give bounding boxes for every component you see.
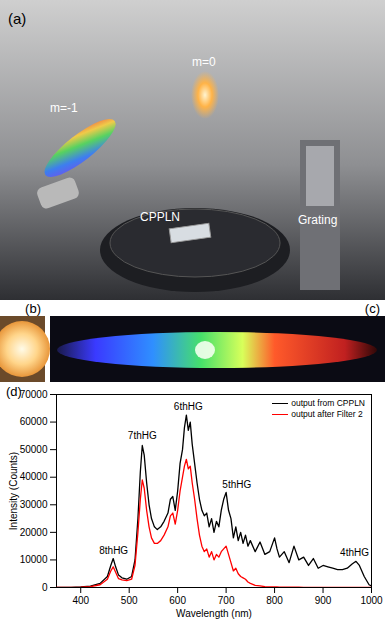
html-text:output from CPPLN: output from CPPLN bbox=[291, 398, 365, 408]
svg-text:Wavelength (nm): Wavelength (nm) bbox=[176, 608, 252, 619]
svg-text:(b): (b) bbox=[25, 301, 41, 316]
svg-text:10000: 10000 bbox=[20, 554, 48, 565]
svg-text:40000: 40000 bbox=[20, 471, 48, 482]
svg-text:60000: 60000 bbox=[20, 416, 48, 427]
svg-text:500: 500 bbox=[121, 595, 138, 606]
svg-text:50000: 50000 bbox=[20, 444, 48, 455]
svg-text:700: 700 bbox=[218, 595, 235, 606]
svg-text:(a): (a) bbox=[8, 10, 26, 27]
svg-text:CPPLN: CPPLN bbox=[140, 210, 180, 224]
svg-text:30000: 30000 bbox=[20, 499, 48, 510]
svg-text:7thHG: 7thHG bbox=[128, 430, 157, 441]
html-text:output after Filter 2: output after Filter 2 bbox=[291, 409, 363, 419]
svg-text:m=-1: m=-1 bbox=[50, 101, 78, 115]
svg-text:6thHG: 6thHG bbox=[174, 401, 203, 412]
svg-text:900: 900 bbox=[315, 595, 332, 606]
svg-text:800: 800 bbox=[266, 595, 283, 606]
svg-text:5thHG: 5thHG bbox=[222, 479, 251, 490]
svg-text:0: 0 bbox=[42, 582, 48, 593]
svg-text:600: 600 bbox=[169, 595, 186, 606]
svg-text:400: 400 bbox=[72, 595, 89, 606]
svg-text:8thHG: 8thHG bbox=[99, 545, 128, 556]
svg-text:20000: 20000 bbox=[20, 527, 48, 538]
html-text:(d): (d) bbox=[6, 384, 22, 399]
svg-text:Grating: Grating bbox=[298, 213, 337, 227]
svg-text:70000: 70000 bbox=[20, 389, 48, 400]
svg-text:m=0: m=0 bbox=[192, 55, 216, 69]
svg-text:4thHG: 4thHG bbox=[340, 547, 369, 558]
svg-text:(c): (c) bbox=[365, 301, 380, 316]
svg-text:Intensity (Counts): Intensity (Counts) bbox=[8, 452, 19, 530]
svg-text:1000: 1000 bbox=[360, 595, 383, 606]
